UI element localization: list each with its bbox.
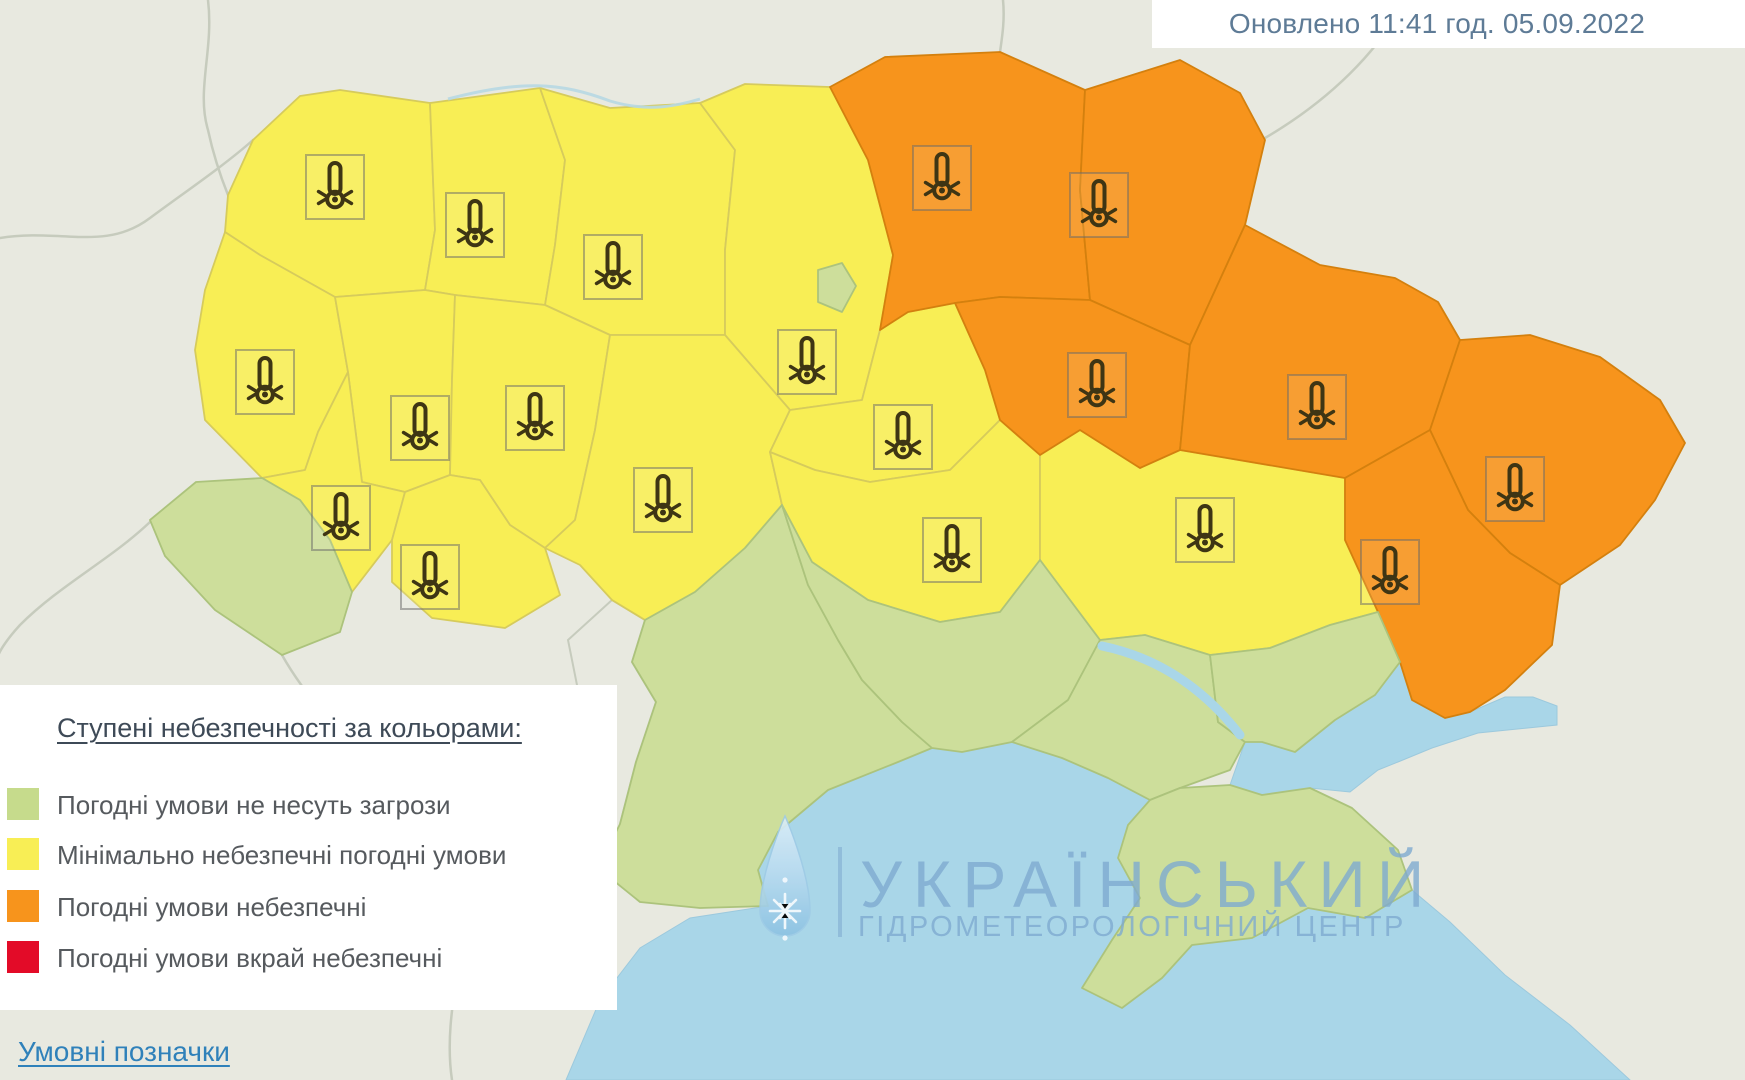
frost-warning-icon-kharkiv xyxy=(1287,374,1347,440)
region-chernivtsi[interactable] xyxy=(391,474,561,629)
background-border-line xyxy=(202,0,230,197)
background-border-line xyxy=(0,138,255,240)
frost-warning-icon-volyn xyxy=(305,154,365,220)
frost-warning-icon-zhytomyr xyxy=(583,234,643,300)
region-crimea[interactable] xyxy=(1081,784,1413,1009)
legend-swatch-orange xyxy=(7,890,39,922)
frost-warning-icon-poltava xyxy=(1067,352,1127,418)
legend-label: Погодні умови небезпечні xyxy=(57,892,367,922)
frost-warning-icon-luhansk xyxy=(1485,456,1545,522)
legend-label: Мінімально небезпечні погодні умови xyxy=(57,840,507,870)
frost-warning-icon-chernivtsi xyxy=(400,544,460,610)
legend-swatch-green xyxy=(7,788,39,820)
north-border-river xyxy=(447,84,701,109)
region-kyiv-city[interactable] xyxy=(817,262,857,313)
frost-warning-icon-khmelnytskyi xyxy=(505,385,565,451)
frost-warning-icon-ternopil xyxy=(390,395,450,461)
legend-swatch-yellow xyxy=(7,838,39,870)
dnipro-river xyxy=(1097,641,1245,740)
region-zakarpattia[interactable] xyxy=(149,477,353,656)
background-border-line xyxy=(0,520,152,655)
legend-label: Погодні умови вкрай небезпечні xyxy=(57,943,443,973)
frost-warning-icon-lviv xyxy=(235,349,295,415)
frost-warning-icon-vinnytsia xyxy=(633,467,693,533)
updated-timestamp: Оновлено 11:41 год. 05.09.2022 xyxy=(1152,0,1745,48)
danger-levels-legend: Ступені небезпечності за кольорами: Пого… xyxy=(0,685,617,1010)
symbols-legend-link[interactable]: Умовні позначки xyxy=(18,1036,230,1067)
frost-warning-icon-dnipropetrovsk xyxy=(1175,497,1235,563)
region-poltava[interactable] xyxy=(954,296,1191,469)
legend-label: Погодні умови не несуть загрози xyxy=(57,790,451,820)
updated-timestamp-text: Оновлено 11:41 год. 05.09.2022 xyxy=(1228,8,1645,39)
frost-warning-icon-sumy xyxy=(1069,172,1129,238)
frost-warning-icon-donetsk xyxy=(1360,539,1420,605)
frost-warning-icon-cherkasy xyxy=(873,404,933,470)
region-donetsk[interactable] xyxy=(1344,429,1561,719)
legend-swatch-red xyxy=(7,941,39,973)
frost-warning-icon-chernihiv xyxy=(912,145,972,211)
region-kharkiv[interactable] xyxy=(1179,224,1461,479)
frost-warning-icon-ivano-frankivsk xyxy=(311,485,371,551)
frost-warning-icon-kirovohrad xyxy=(922,517,982,583)
frost-warning-icon-kyiv xyxy=(777,329,837,395)
frost-warning-icon-rivne xyxy=(445,192,505,258)
background-border-line xyxy=(998,0,1005,54)
legend-title: Ступені небезпечності за кольорами: xyxy=(57,713,522,743)
